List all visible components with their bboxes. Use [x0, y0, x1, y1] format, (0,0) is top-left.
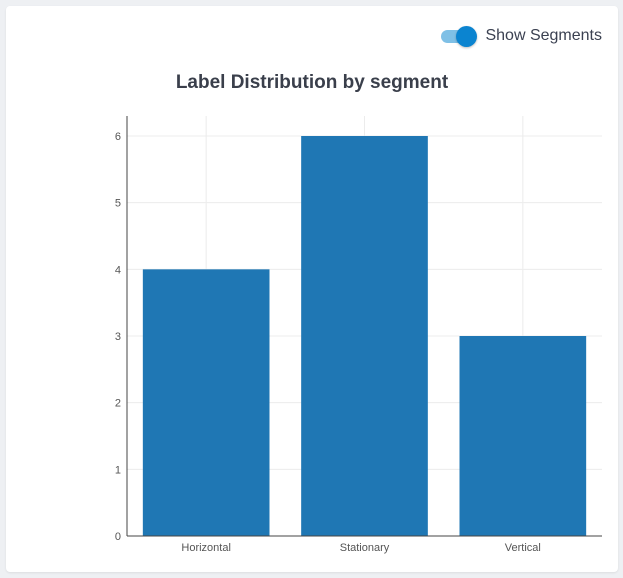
y-tick-label: 5	[115, 198, 121, 210]
chart-title: Label Distribution by segment	[175, 72, 449, 93]
y-tick-label: 3	[115, 331, 121, 343]
show-segments-label: Show Segments	[485, 27, 602, 44]
bar-vertical[interactable]	[459, 336, 587, 536]
x-tick-label: Vertical	[505, 542, 541, 554]
y-tick-label: 1	[115, 464, 121, 476]
y-tick-label: 4	[115, 264, 121, 276]
bars	[142, 136, 587, 536]
show-segments-toggle-row[interactable]: Show Segments	[439, 26, 602, 47]
y-tick-label: 2	[115, 398, 121, 410]
toggle-thumb[interactable]	[456, 26, 478, 47]
x-tick-label: Horizontal	[181, 542, 231, 554]
bar-stationary[interactable]	[301, 136, 428, 536]
bar-horizontal[interactable]	[142, 269, 270, 536]
bar-chart: 0 1 2 3 4 5 6 Horizontal Stationary Vertical	[115, 116, 602, 554]
y-tick-label: 0	[115, 531, 121, 543]
x-tick-label: Stationary	[340, 542, 390, 554]
y-tick-label: 6	[115, 131, 121, 143]
tick-labels: 0 1 2 3 4 5 6 Horizontal Stationary Vertical	[115, 131, 541, 554]
axes	[126, 116, 602, 537]
chart-card: Show Segments Label Distribution by segm…	[6, 6, 618, 572]
show-segments-toggle[interactable]	[439, 26, 478, 47]
